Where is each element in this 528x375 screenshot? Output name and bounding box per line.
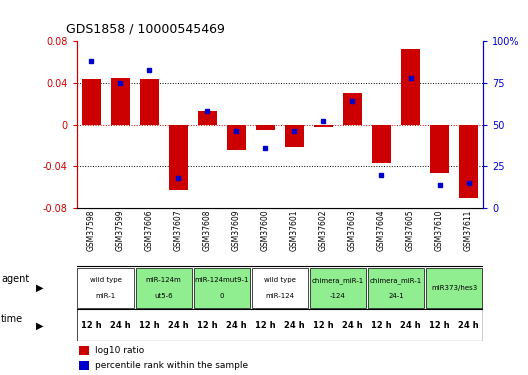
Bar <box>82 79 100 124</box>
Bar <box>314 124 333 127</box>
Bar <box>310 268 366 308</box>
Bar <box>459 124 478 198</box>
Bar <box>78 268 134 308</box>
Text: GSM37598: GSM37598 <box>87 210 96 251</box>
Text: log10 ratio: log10 ratio <box>95 346 144 355</box>
Bar <box>111 78 129 124</box>
Bar <box>256 124 275 130</box>
Text: 24 h: 24 h <box>342 321 363 330</box>
Text: GSM37610: GSM37610 <box>435 210 444 251</box>
Bar <box>169 124 187 190</box>
Text: 24-1: 24-1 <box>388 293 404 299</box>
Text: GSM37602: GSM37602 <box>319 210 328 251</box>
Bar <box>140 79 158 124</box>
Bar <box>368 268 424 308</box>
Text: miR-124m: miR-124m <box>146 278 182 284</box>
Text: percentile rank within the sample: percentile rank within the sample <box>95 361 248 370</box>
Text: 24 h: 24 h <box>400 321 421 330</box>
Bar <box>426 268 482 308</box>
Bar <box>79 346 89 355</box>
Bar <box>401 48 420 124</box>
Text: GSM37608: GSM37608 <box>203 210 212 251</box>
Text: ut5-6: ut5-6 <box>154 293 173 299</box>
Text: wild type: wild type <box>90 278 121 284</box>
Text: agent: agent <box>1 274 30 284</box>
Text: wild type: wild type <box>264 278 296 284</box>
Text: ▶: ▶ <box>36 320 43 330</box>
Text: GSM37604: GSM37604 <box>377 210 386 252</box>
Text: -124: -124 <box>330 293 346 299</box>
Bar <box>285 124 304 147</box>
Bar <box>430 124 449 172</box>
Text: GSM37607: GSM37607 <box>174 210 183 252</box>
Text: 12 h: 12 h <box>197 321 218 330</box>
Text: miR-124mut9-1: miR-124mut9-1 <box>194 278 249 284</box>
Text: 24 h: 24 h <box>458 321 479 330</box>
Text: 24 h: 24 h <box>284 321 305 330</box>
Text: GSM37601: GSM37601 <box>290 210 299 251</box>
Bar <box>252 268 308 308</box>
Bar <box>136 268 192 308</box>
Text: GSM37609: GSM37609 <box>232 210 241 252</box>
Text: 12 h: 12 h <box>139 321 159 330</box>
Text: 12 h: 12 h <box>313 321 334 330</box>
Text: 12 h: 12 h <box>371 321 392 330</box>
Text: 24 h: 24 h <box>110 321 130 330</box>
Text: 0: 0 <box>220 293 224 299</box>
Bar <box>372 124 391 163</box>
Text: GDS1858 / 10000545469: GDS1858 / 10000545469 <box>66 22 225 36</box>
Text: GSM37600: GSM37600 <box>261 210 270 252</box>
Text: chimera_miR-1: chimera_miR-1 <box>370 277 422 284</box>
Text: GSM37606: GSM37606 <box>145 210 154 252</box>
Text: miR373/hes3: miR373/hes3 <box>431 285 477 291</box>
Text: miR-124: miR-124 <box>266 293 294 299</box>
Text: 12 h: 12 h <box>429 321 450 330</box>
Text: GSM37603: GSM37603 <box>348 210 357 252</box>
Bar <box>227 124 246 150</box>
Bar <box>343 93 362 124</box>
Text: 12 h: 12 h <box>255 321 276 330</box>
Text: GSM37599: GSM37599 <box>116 210 125 252</box>
Bar <box>79 361 89 370</box>
Text: GSM37605: GSM37605 <box>406 210 415 252</box>
Text: miR-1: miR-1 <box>96 293 116 299</box>
Text: chimera_miR-1: chimera_miR-1 <box>312 277 364 284</box>
Text: 12 h: 12 h <box>81 321 101 330</box>
Text: GSM37611: GSM37611 <box>464 210 473 251</box>
Bar <box>194 268 250 308</box>
Bar <box>198 111 216 125</box>
Text: ▶: ▶ <box>36 283 43 293</box>
Text: 24 h: 24 h <box>226 321 247 330</box>
Text: time: time <box>1 314 23 324</box>
Text: 24 h: 24 h <box>168 321 188 330</box>
